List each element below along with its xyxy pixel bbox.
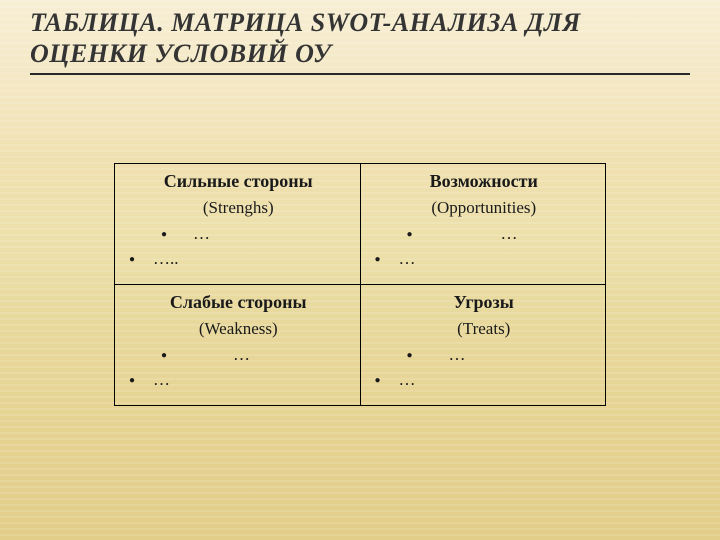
opportunities-bullets: … … — [369, 221, 600, 272]
strengths-bullets: … ….. — [123, 221, 354, 272]
cell-threats: Угрозы (Treats) … … — [360, 285, 606, 406]
threats-header-ru: Угрозы — [369, 289, 600, 316]
strengths-bullet-1: … — [193, 221, 210, 247]
bullet-icon — [407, 342, 431, 368]
bullet-icon — [375, 246, 399, 272]
threats-header-en: (Treats) — [369, 316, 600, 342]
swot-table-container: Сильные стороны (Strenghs) … ….. — [114, 163, 606, 406]
strengths-header-ru: Сильные стороны — [123, 168, 354, 195]
bullet-icon — [129, 246, 153, 272]
threats-bullets: … … — [369, 342, 600, 393]
threats-bullet-2: … — [399, 367, 416, 393]
opportunities-bullet-1: … — [501, 221, 518, 247]
bullet-icon — [161, 221, 185, 247]
cell-strengths: Сильные стороны (Strenghs) … ….. — [115, 164, 361, 285]
opportunities-header-ru: Возможности — [369, 168, 600, 195]
page-title: ТАБЛИЦА. МАТРИЦА SWOT-АНАЛИЗА ДЛЯ ОЦЕНКИ… — [30, 8, 690, 75]
bullet-icon — [375, 367, 399, 393]
cell-opportunities: Возможности (Opportunities) … … — [360, 164, 606, 285]
opportunities-header-en: (Opportunities) — [369, 195, 600, 221]
weaknesses-bullet-2: … — [153, 367, 170, 393]
weaknesses-header-ru: Слабые стороны — [123, 289, 354, 316]
swot-table: Сильные стороны (Strenghs) … ….. — [114, 163, 606, 406]
opportunities-bullet-2: … — [399, 246, 416, 272]
cell-weaknesses: Слабые стороны (Weakness) … … — [115, 285, 361, 406]
threats-bullet-1: … — [449, 342, 466, 368]
weaknesses-bullets: … … — [123, 342, 354, 393]
weaknesses-header-en: (Weakness) — [123, 316, 354, 342]
bullet-icon — [407, 221, 431, 247]
strengths-bullet-2: ….. — [153, 246, 179, 272]
bullet-icon — [129, 367, 153, 393]
weaknesses-bullet-1: … — [233, 342, 250, 368]
strengths-header-en: (Strenghs) — [123, 195, 354, 221]
bullet-icon — [161, 342, 185, 368]
